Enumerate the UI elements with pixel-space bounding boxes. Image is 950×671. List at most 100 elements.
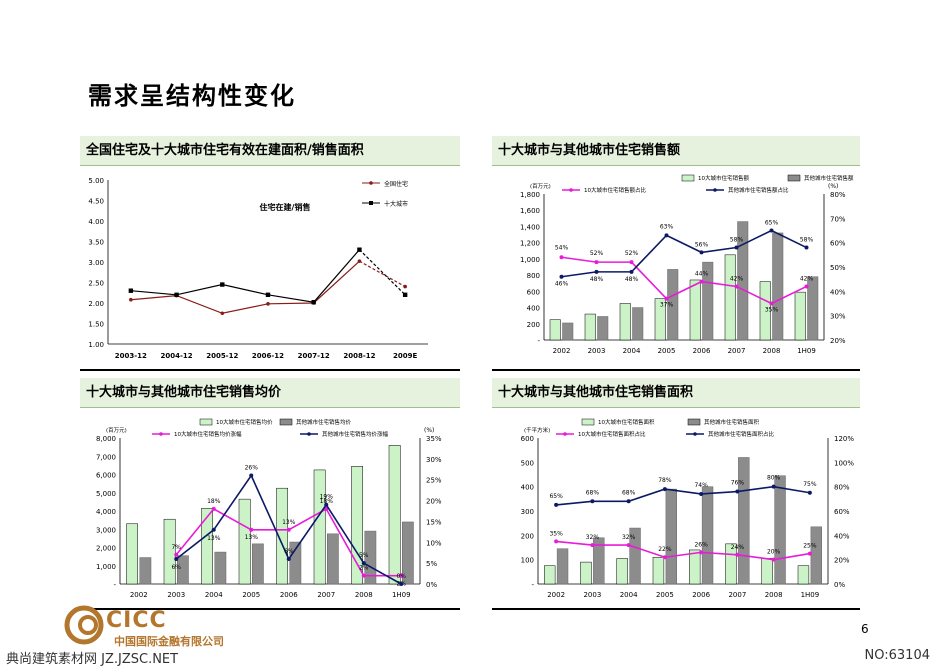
x-tick-label: 2008 [355,591,373,599]
data-label: 35% [765,307,779,314]
x-tick-label: 1H09 [797,347,816,355]
bar [388,445,401,585]
data-label: 26% [694,541,708,548]
bar [737,221,749,341]
bar [632,307,644,341]
x-tick-label: 2006 [692,591,710,599]
bar [214,551,227,585]
y2-tick-label: 30% [426,456,442,464]
y-tick-label: 1,800 [520,191,540,199]
x-tick-label: 2002 [130,591,148,599]
bar [549,319,561,341]
divider [492,369,860,371]
data-point [403,284,407,289]
bar [725,543,737,585]
y2-tick-label: 15% [426,518,442,526]
series-line [130,260,360,314]
y-tick-label: 7,000 [96,453,116,461]
panel-chart-2: 十大城市与其他城市住宅销售额 - 200 400 600 800 1,000 1,200 1,… [492,136,860,370]
y2-tick-label: 80% [830,191,846,199]
data-point [174,556,179,561]
data-label: 22% [658,546,672,553]
series-line [561,229,807,278]
bar [177,555,189,585]
data-point [554,502,559,507]
data-point [174,552,179,557]
data-point [402,292,408,297]
data-label: 74% [694,482,708,489]
data-label: 13% [207,535,221,542]
legend-label: 10大城市住宅销售均价涨幅 [174,430,242,438]
series-line [561,256,807,305]
data-point [664,233,669,238]
data-point [129,297,133,302]
series-line [130,249,360,303]
legend-marker [693,432,697,436]
logo-subtitle: 中国国际金融有限公司 [114,635,224,648]
bar [724,254,736,341]
data-point [807,490,812,495]
x-tick-label: 2002 [553,347,571,355]
bar-chart-sales-value: - 200 400 600 800 1,000 1,200 1,400 1,600 1,800 20… [520,174,854,355]
legend-label: 其他城市住宅销售面积占比 [708,430,775,438]
legend-label: 其他城市住宅销售额 [804,174,854,182]
data-label: 48% [590,276,604,283]
data-point [220,282,225,287]
logo-text: CICC [106,608,167,633]
y2-tick-label: 120% [834,435,854,443]
y-tick-label: 2,000 [96,545,116,553]
x-tick-label: 2006 [280,591,298,599]
series-line [556,485,811,506]
data-label: 56% [695,241,709,248]
data-point [629,269,634,274]
page-title: 需求呈结构性变化 [88,81,296,110]
data-label: 37% [660,302,674,309]
bar [761,558,773,585]
data-point [699,550,704,555]
legend-marker [369,181,373,185]
data-label: 0% [396,573,406,580]
data-label: 52% [590,250,604,257]
data-point [249,527,254,532]
data-label: 58% [730,237,744,244]
y2-tick-label: 40% [834,532,850,540]
y-tick-label: 400 [527,305,540,313]
bar [654,298,666,341]
data-point [211,527,216,532]
series-line-forecast [359,249,406,296]
x-tick-label: 2003 [167,591,185,599]
y-tick-label: - [537,337,540,345]
x-tick-label: 2003-12 [115,352,147,360]
bar [163,518,176,585]
legend-label: 10大城市住宅销售面积占比 [578,430,646,438]
data-point [699,279,704,284]
legend-swatch [787,174,801,182]
bar [702,261,714,341]
x-tick-label: 2004 [205,591,223,599]
bar [774,475,786,585]
data-point [626,543,631,548]
y-unit-label: (千平方米) [524,426,550,434]
legend-label: 10大城市住宅销售均价 [216,418,273,426]
data-point [735,552,740,557]
legend-marker [369,201,373,205]
legend-swatch [687,418,701,426]
y-tick-label: 800 [527,272,540,280]
bar [665,488,677,585]
data-point [324,502,329,507]
data-label: 32% [622,534,636,541]
x-tick-label: 1H09 [392,591,411,599]
y2-tick-label: 40% [830,288,846,296]
data-point [220,311,225,316]
y-tick-label: 100 [521,557,534,565]
y2-tick-label: 35% [426,435,442,443]
data-point [286,527,291,532]
panel-header: 十大城市与其他城市住宅销售面积 [492,378,860,408]
y2-tick-label: 100% [834,459,854,467]
y-tick-label: 3.50 [88,239,104,247]
data-label: 20% [767,549,781,556]
legend-label: 10大城市住宅销售面积 [598,418,655,426]
bar [772,232,784,341]
legend-marker [307,432,311,436]
bar [544,565,556,585]
